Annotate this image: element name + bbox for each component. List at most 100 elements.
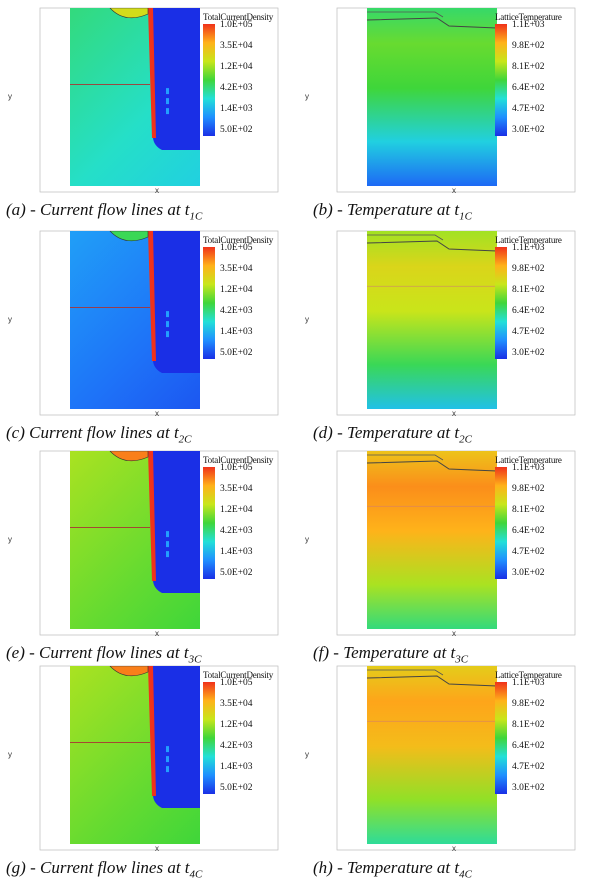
legend-tick: 5.0E+02 <box>220 348 253 358</box>
legend-tick: 1.2E+04 <box>220 285 253 295</box>
current-flow-overlay <box>70 231 200 373</box>
legend-tick: 4.7E+02 <box>512 547 545 557</box>
current-density-map <box>70 666 200 844</box>
current-flow-overlay <box>70 666 200 808</box>
temperature-map <box>367 666 497 844</box>
legend-tick: 8.1E+02 <box>512 505 545 515</box>
legend-tick: 6.4E+02 <box>512 306 545 316</box>
legend-colorbar <box>203 247 215 359</box>
legend-tick: 5.0E+02 <box>220 783 253 793</box>
junction-contour <box>367 454 497 507</box>
junction-contour <box>367 234 497 287</box>
x-axis-label: x <box>155 629 159 638</box>
panel-caption: (b) - Temperature at t1C <box>313 200 472 223</box>
legend-title: LatticeTemperature <box>495 670 562 680</box>
legend-tick: 4.2E+03 <box>220 526 253 536</box>
legend-colorbar <box>203 682 215 794</box>
y-axis-label: y <box>8 92 12 101</box>
color-legend: LatticeTemperature 1.1E+03 9.8E+02 8.1E+02 6… <box>495 670 589 794</box>
junction-contour <box>367 669 497 722</box>
legend-tick: 3.0E+02 <box>512 783 545 793</box>
legend-tick: 3.0E+02 <box>512 568 545 578</box>
legend-tick: 1.2E+04 <box>220 720 253 730</box>
legend-title: TotalCurrentDensity <box>203 670 274 680</box>
legend-tick: 5.0E+02 <box>220 568 253 578</box>
panel-c: x y TotalCurrentDensity 1.0E+05 3.5E+04 1.2E+… <box>0 225 292 447</box>
y-axis-label: y <box>8 535 12 544</box>
legend-tick: 3.5E+04 <box>220 484 253 494</box>
x-axis-label: x <box>155 409 159 418</box>
panel-caption: (f) - Temperature at t3C <box>313 643 469 666</box>
legend-title: TotalCurrentDensity <box>203 12 274 22</box>
x-axis-label: x <box>155 844 159 853</box>
legend-tick: 1.2E+04 <box>220 62 253 72</box>
color-legend: TotalCurrentDensity 1.0E+05 3.5E+04 1.2E+04… <box>203 455 305 579</box>
color-legend: LatticeTemperature 1.1E+03 9.8E+02 8.1E+02 6… <box>495 235 589 359</box>
legend-tick: 8.1E+02 <box>512 62 545 72</box>
legend-tick: 6.4E+02 <box>512 526 545 536</box>
legend-tick: 5.0E+02 <box>220 125 253 135</box>
legend-tick: 1.1E+03 <box>512 20 545 30</box>
y-axis-label: y <box>305 535 309 544</box>
temperature-map <box>367 231 497 409</box>
junction-contour <box>367 11 497 29</box>
legend-tick: 6.4E+02 <box>512 741 545 751</box>
legend-tick: 9.8E+02 <box>512 264 545 274</box>
legend-tick: 1.2E+04 <box>220 505 253 515</box>
legend-tick: 4.2E+03 <box>220 306 253 316</box>
x-axis-label: x <box>452 186 456 195</box>
panel-h: x y LatticeTemperature 1.1E+03 9.8E+02 8.1E+0… <box>297 660 589 882</box>
legend-tick: 3.5E+04 <box>220 699 253 709</box>
color-legend: TotalCurrentDensity 1.0E+05 3.5E+04 1.2E+04… <box>203 670 305 794</box>
legend-colorbar <box>495 247 507 359</box>
legend-tick: 4.7E+02 <box>512 762 545 772</box>
legend-tick: 4.7E+02 <box>512 327 545 337</box>
legend-tick: 9.8E+02 <box>512 699 545 709</box>
legend-colorbar <box>203 24 215 136</box>
panel-caption: (g) - Current flow lines at t4C <box>6 858 203 881</box>
legend-tick: 4.2E+03 <box>220 83 253 93</box>
legend-title: TotalCurrentDensity <box>203 455 274 465</box>
legend-tick: 8.1E+02 <box>512 285 545 295</box>
legend-tick: 4.7E+02 <box>512 104 545 114</box>
color-legend: TotalCurrentDensity 1.0E+05 3.5E+04 1.2E+04… <box>203 235 305 359</box>
y-axis-label: y <box>8 750 12 759</box>
panel-f: x y LatticeTemperature 1.1E+03 9.8E+02 8.1E+0… <box>297 445 589 667</box>
current-flow-overlay <box>70 451 200 593</box>
panel-caption: (c) Current flow lines at t2C <box>6 423 192 446</box>
panel-a: x y TotalCurrentDensity 1.0E+05 3.5E+04 1.2E+… <box>0 2 292 224</box>
temperature-map <box>367 451 497 629</box>
panel-e: x y TotalCurrentDensity 1.0E+05 3.5E+04 1.2E+… <box>0 445 292 667</box>
legend-tick: 9.8E+02 <box>512 41 545 51</box>
legend-colorbar <box>495 682 507 794</box>
legend-colorbar <box>495 24 507 136</box>
legend-tick: 1.1E+03 <box>512 463 545 473</box>
legend-tick: 3.0E+02 <box>512 348 545 358</box>
y-axis-label: y <box>305 750 309 759</box>
legend-title: TotalCurrentDensity <box>203 235 274 245</box>
legend-tick: 1.0E+05 <box>220 243 253 253</box>
x-axis-label: x <box>452 844 456 853</box>
color-legend: TotalCurrentDensity 1.0E+05 3.5E+04 1.2E+04… <box>203 12 305 136</box>
legend-title: LatticeTemperature <box>495 12 562 22</box>
x-axis-label: x <box>452 629 456 638</box>
legend-tick: 8.1E+02 <box>512 720 545 730</box>
legend-colorbar <box>495 467 507 579</box>
x-axis-label: x <box>155 186 159 195</box>
legend-colorbar <box>203 467 215 579</box>
legend-tick: 1.1E+03 <box>512 243 545 253</box>
legend-tick: 3.5E+04 <box>220 41 253 51</box>
legend-tick: 3.0E+02 <box>512 125 545 135</box>
color-legend: LatticeTemperature 1.1E+03 9.8E+02 8.1E+02 6… <box>495 455 589 579</box>
panel-caption: (h) - Temperature at t4C <box>313 858 472 881</box>
legend-tick: 1.4E+03 <box>220 104 253 114</box>
temperature-map <box>367 8 497 186</box>
y-axis-label: y <box>305 92 309 101</box>
legend-tick: 9.8E+02 <box>512 484 545 494</box>
current-flow-overlay <box>70 8 200 150</box>
legend-title: LatticeTemperature <box>495 455 562 465</box>
current-density-map <box>70 8 200 186</box>
current-density-map <box>70 451 200 629</box>
legend-tick: 1.4E+03 <box>220 327 253 337</box>
legend-tick: 1.0E+05 <box>220 20 253 30</box>
